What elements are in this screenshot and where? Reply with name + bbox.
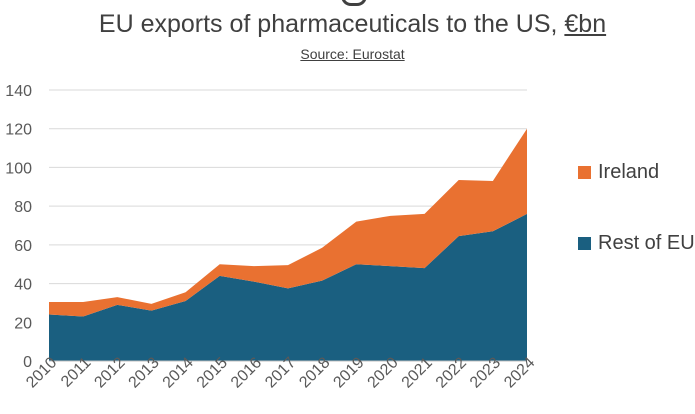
y-tick-label: 20 (14, 315, 32, 332)
area-series (49, 128, 527, 361)
y-tick-label: 140 (5, 83, 32, 100)
y-tick-label: 120 (5, 122, 32, 139)
y-tick-label: 60 (14, 238, 32, 255)
y-tick-label: 100 (5, 160, 32, 177)
area-ireland (49, 128, 527, 317)
chart-title: EU exports of pharmaceuticals to the US,… (0, 10, 695, 39)
y-tick-label: 80 (14, 199, 32, 216)
legend-label: Ireland (598, 160, 660, 183)
legend: Ireland Rest of EU (578, 157, 695, 258)
y-tick-label: 40 (14, 277, 32, 294)
y-axis: 0 20 40 60 80 100 120 140 (5, 83, 32, 371)
area-rest-of-eu (49, 213, 527, 361)
chart-title-unit: €bn (564, 10, 607, 38)
chart-title-text: EU exports of pharmaceuticals to the US, (98, 10, 558, 38)
legend-item: Ireland (578, 157, 695, 187)
chart-subtitle: Source: Eurostat (300, 46, 405, 62)
legend-item: Rest of EU (578, 228, 695, 258)
y-tick-label: 0 (23, 354, 32, 371)
legend-swatch (578, 165, 591, 179)
legend-swatch (578, 236, 591, 250)
legend-label: Rest of EU (598, 231, 695, 254)
